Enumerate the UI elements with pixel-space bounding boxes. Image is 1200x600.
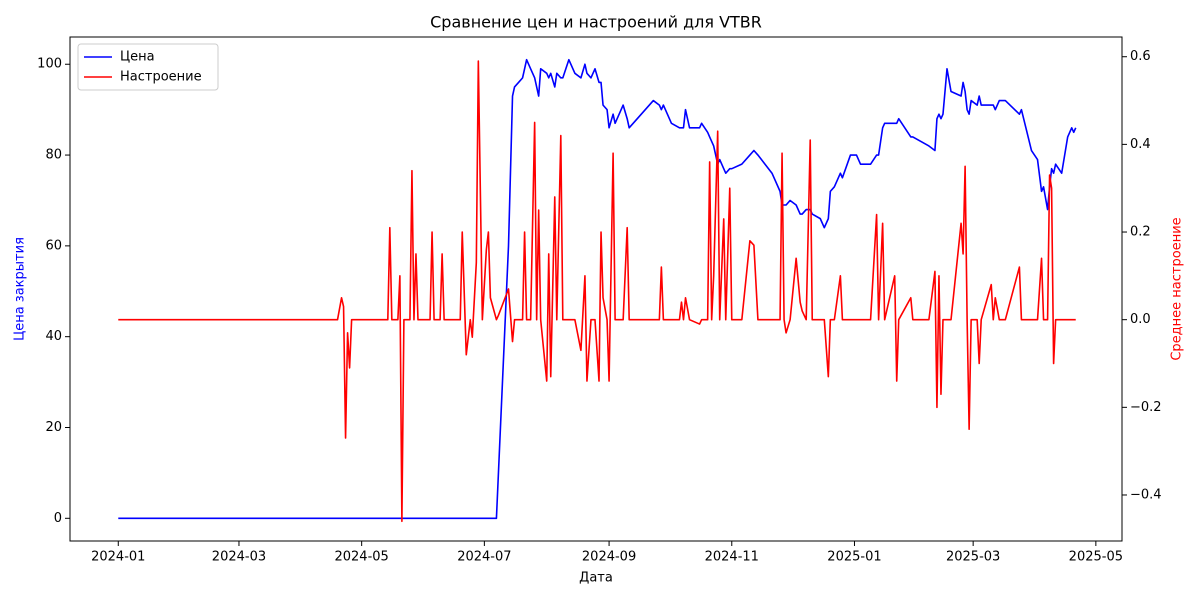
y-tick-label: 80 [45, 148, 62, 163]
x-tick-label: 2024-05 [334, 550, 388, 565]
x-axis-label: Дата [579, 571, 613, 586]
x-tick-label: 2024-01 [91, 550, 145, 565]
x-tick-label: 2025-03 [946, 550, 1000, 565]
line-series [118, 60, 1076, 523]
line-series [118, 58, 1077, 520]
y2-tick-label: 0.0 [1130, 312, 1151, 327]
y2-tick-label: −0.4 [1130, 487, 1162, 502]
y2-axis-label: Среднее настроение [1170, 217, 1185, 360]
x-tick-label: 2024-03 [212, 550, 266, 565]
y-tick-label: 60 [45, 238, 62, 253]
chart-title: Сравнение цен и настроений для VTBR [430, 13, 762, 32]
x-tick-label: 2025-05 [1069, 550, 1123, 565]
x-tick-label: 2024-11 [705, 550, 759, 565]
y-tick-label: 40 [45, 329, 62, 344]
y2-tick-label: 0.6 [1130, 49, 1151, 64]
legend: Цена Настроение [77, 43, 219, 91]
legend-box [77, 43, 219, 91]
y2-tick-label: 0.2 [1130, 225, 1151, 240]
x-tick-label: 2024-09 [582, 550, 636, 565]
x-tick-label: 2024-07 [457, 550, 511, 565]
y-tick-label: 100 [37, 57, 62, 72]
legend-label: Настроение [120, 70, 202, 85]
y2-tick-label: 0.4 [1130, 137, 1151, 152]
x-tick-label: 2025-01 [827, 550, 881, 565]
y-axis-label: Цена закрытия [13, 237, 28, 341]
legend-label: Цена [120, 50, 155, 65]
plot-frame [69, 36, 1123, 542]
y-tick-label: 0 [54, 511, 62, 526]
y-tick-label: 20 [45, 420, 62, 435]
y2-tick-label: −0.2 [1130, 400, 1162, 415]
